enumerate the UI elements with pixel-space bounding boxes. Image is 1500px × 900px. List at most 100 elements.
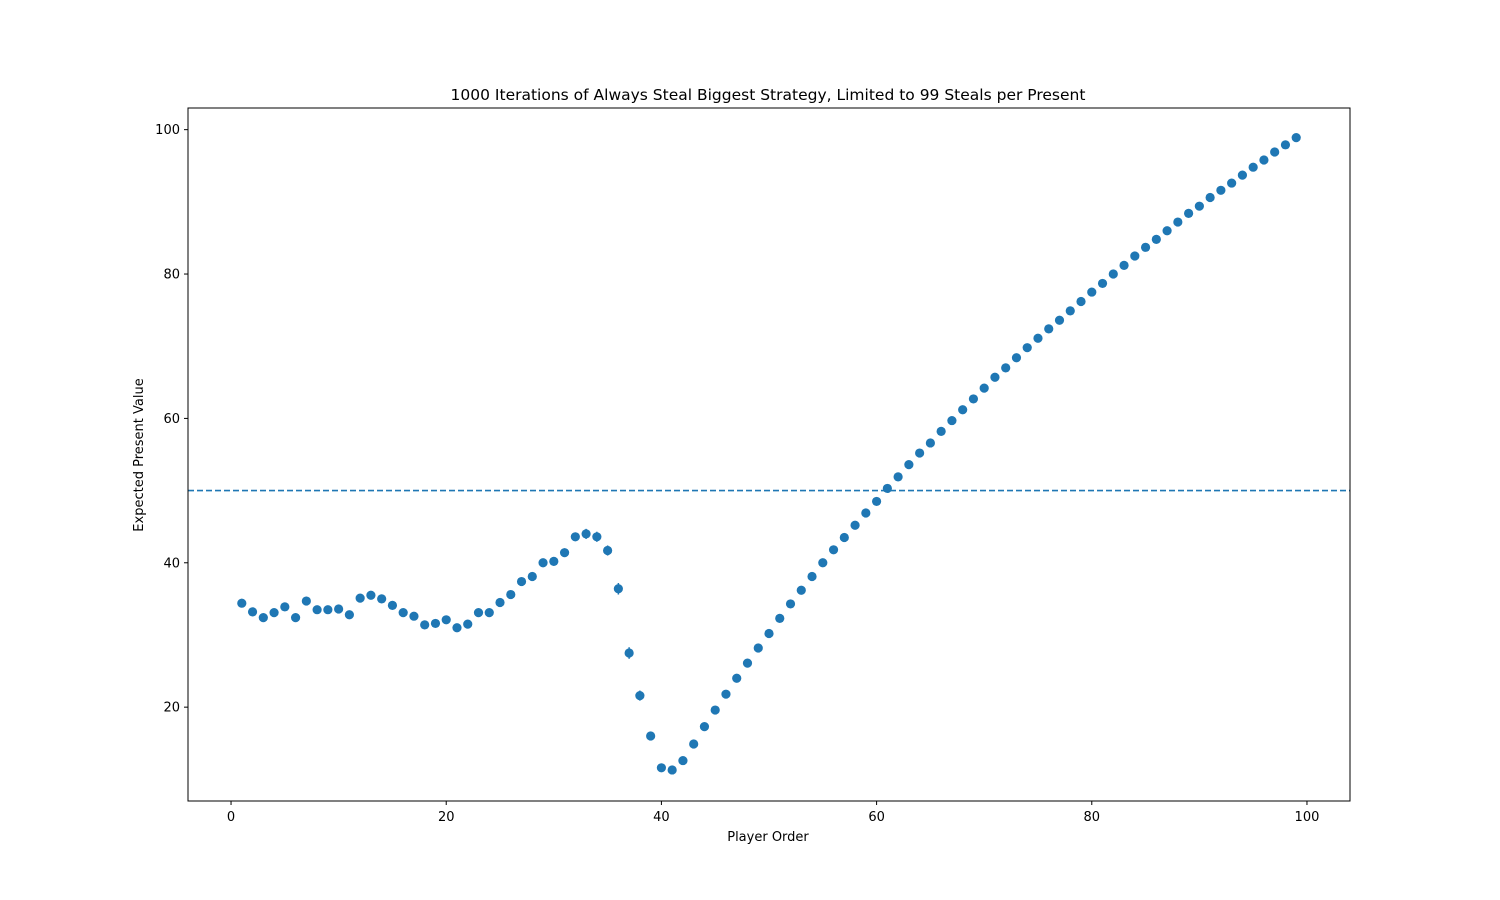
data-point (753, 643, 763, 653)
data-point (893, 472, 903, 482)
data-point (1291, 132, 1301, 143)
data-point (635, 691, 645, 701)
data-point (420, 620, 430, 630)
data-point (1033, 333, 1043, 343)
x-axis: 0 20 40 60 80 100 (227, 801, 1319, 825)
data-point (301, 596, 311, 606)
data-point (247, 607, 258, 617)
data-point (904, 460, 914, 470)
data-point (646, 731, 656, 741)
data-point (882, 483, 892, 494)
data-point (484, 607, 494, 618)
x-tick-label: 60 (868, 810, 885, 825)
data-point (495, 597, 505, 608)
data-point (721, 689, 731, 699)
data-point (742, 658, 753, 668)
data-point (1173, 217, 1183, 227)
y-tick-label: 40 (163, 556, 180, 571)
data-point (1022, 343, 1032, 353)
data-point (366, 590, 376, 600)
data-point (334, 604, 344, 614)
data-point (473, 607, 484, 618)
data-point (463, 619, 473, 629)
y-tick-label: 80 (163, 268, 180, 283)
data-point (452, 623, 462, 633)
data-point (344, 610, 354, 620)
data-point (667, 765, 677, 775)
data-point (1044, 324, 1054, 334)
data-point (1054, 315, 1065, 325)
data-point (958, 405, 968, 415)
data-point (947, 415, 957, 426)
data-point (290, 613, 301, 623)
data-point (807, 571, 817, 582)
data-point (850, 520, 860, 530)
data-point (1194, 201, 1204, 211)
data-point (506, 589, 516, 600)
data-point (775, 613, 785, 623)
y-tick-label: 60 (163, 412, 180, 427)
data-point (1076, 296, 1086, 307)
data-point (990, 372, 1000, 382)
data-point (689, 739, 699, 749)
data-point (796, 585, 806, 595)
data-point (1227, 178, 1237, 188)
data-point (280, 602, 290, 612)
data-point (592, 532, 602, 542)
axes-frame (187, 107, 1351, 802)
data-point (603, 545, 613, 556)
data-point (1097, 278, 1108, 289)
data-point (538, 558, 548, 568)
data-point (915, 448, 925, 458)
data-point (1162, 226, 1172, 236)
x-axis-label: Player Order (727, 830, 809, 845)
data-point (1001, 363, 1011, 373)
data-point (613, 584, 623, 594)
data-point (710, 705, 720, 715)
data-point (699, 722, 710, 732)
x-tick-label: 0 (227, 810, 235, 825)
data-point (430, 618, 441, 629)
data-point (570, 532, 580, 542)
data-point (269, 607, 279, 618)
y-axis-label: Expected Present Value (132, 378, 147, 531)
data-point (312, 605, 322, 615)
data-point (355, 593, 365, 603)
data-point (1119, 260, 1129, 270)
data-point (398, 607, 408, 618)
data-point (258, 613, 268, 623)
data-point (818, 558, 828, 568)
data-point (516, 576, 527, 587)
x-tick-label: 20 (438, 810, 455, 825)
data-point (1259, 155, 1269, 165)
data-point (409, 611, 419, 621)
x-tick-label: 80 (1084, 810, 1101, 825)
data-point (732, 673, 742, 683)
plot-area (188, 132, 1350, 775)
data-point (441, 615, 451, 625)
data-point (387, 600, 398, 610)
data-point (925, 438, 935, 448)
data-point (1087, 287, 1097, 297)
data-point (936, 426, 946, 436)
data-point (785, 599, 796, 609)
data-point (968, 394, 979, 404)
data-point (1237, 170, 1248, 180)
data-point (581, 529, 591, 539)
data-point (839, 532, 849, 543)
data-point (1216, 185, 1226, 195)
data-point (527, 571, 537, 582)
x-tick-label: 100 (1295, 810, 1320, 825)
data-point (323, 605, 333, 615)
data-point (1151, 234, 1161, 244)
data-point (1140, 242, 1151, 252)
chart-title: 1000 Iterations of Always Steal Biggest … (451, 86, 1086, 104)
data-point (871, 496, 882, 507)
data-point (1011, 353, 1022, 363)
data-point (559, 548, 570, 558)
data-point (1205, 192, 1215, 203)
y-axis: 20 40 60 80 100 (155, 123, 188, 716)
data-point (678, 755, 688, 766)
